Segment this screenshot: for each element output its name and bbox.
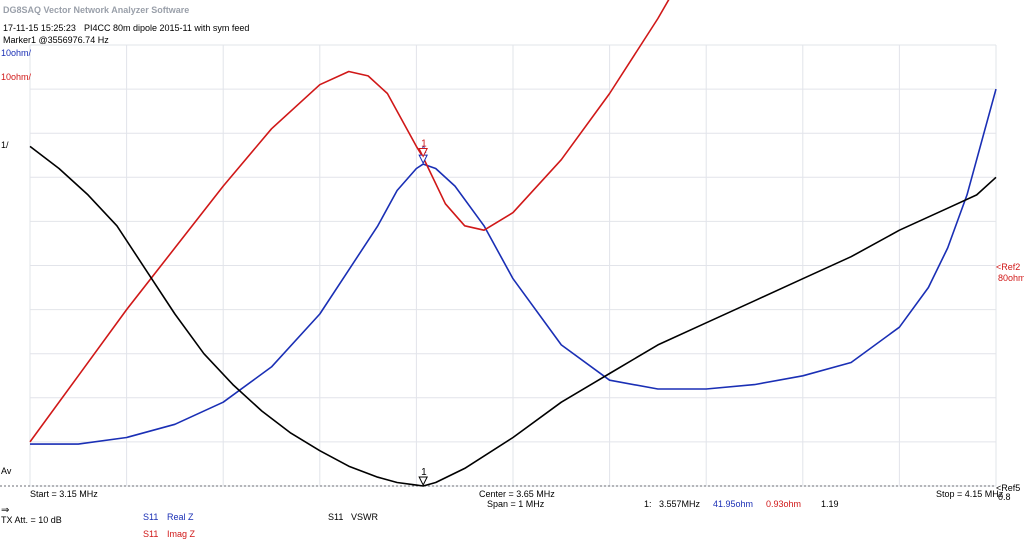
trace3-param[interactable]: S11 — [328, 512, 344, 522]
markers: 111 — [418, 138, 428, 487]
black-scale-label: 1/ — [1, 140, 9, 150]
trace3-name[interactable]: VSWR — [351, 512, 378, 522]
sweep-stop: Stop = 4.15 MHz — [936, 489, 1004, 499]
marker-readout-index: 1: — [644, 499, 652, 509]
tx-attenuation: TX Att. = 10 dB — [1, 515, 62, 525]
measurement-description: PI4CC 80m dipole 2015-11 with sym feed — [84, 23, 250, 33]
trace-real-z — [30, 88, 997, 445]
trace1-param[interactable]: S11 — [143, 512, 159, 522]
grid-lines — [0, 44, 997, 487]
black-ref-value: 0.8 — [998, 492, 1011, 502]
marker-label: 1 — [421, 467, 427, 478]
app-title: DG8SAQ Vector Network Analyzer Software — [3, 5, 190, 15]
trace2-param[interactable]: S11 — [143, 529, 159, 539]
blue-scale-label: 10ohm/ — [1, 48, 32, 58]
traces — [29, 0, 997, 487]
red-scale-label: 10ohm/ — [1, 72, 32, 82]
black-reference-label: Av — [1, 466, 12, 476]
tx-arrow-icon: ⇒ — [1, 505, 10, 516]
red-ref-label: <Ref2 — [996, 262, 1021, 272]
timestamp: 17-11-15 15:25:23 — [3, 23, 76, 33]
sweep-span: Span = 1 MHz — [487, 499, 545, 509]
trace2-name[interactable]: Imag Z — [167, 529, 196, 539]
marker-readout-imag: 0.93ohm — [766, 499, 802, 509]
red-ref-value: 80ohm — [998, 273, 1024, 283]
trace1-name[interactable]: Real Z — [167, 512, 194, 522]
sweep-start: Start = 3.15 MHz — [30, 489, 98, 499]
marker-triangle — [418, 147, 428, 158]
marker-readout-vswr: 1.19 — [821, 499, 839, 509]
trace-vswr — [29, 145, 997, 487]
trace-imag-z — [29, 0, 670, 443]
marker-triangle — [418, 476, 428, 487]
marker-label: 1 — [421, 138, 427, 149]
sweep-center: Center = 3.65 MHz — [479, 489, 555, 499]
black-ref-label: <Ref5 — [996, 483, 1021, 493]
marker-readout-real: 41.95ohm — [713, 499, 754, 509]
marker-readout-freq: 3.557MHz — [659, 499, 701, 509]
marker-info: Marker1 @3556976.74 Hz — [3, 35, 109, 45]
